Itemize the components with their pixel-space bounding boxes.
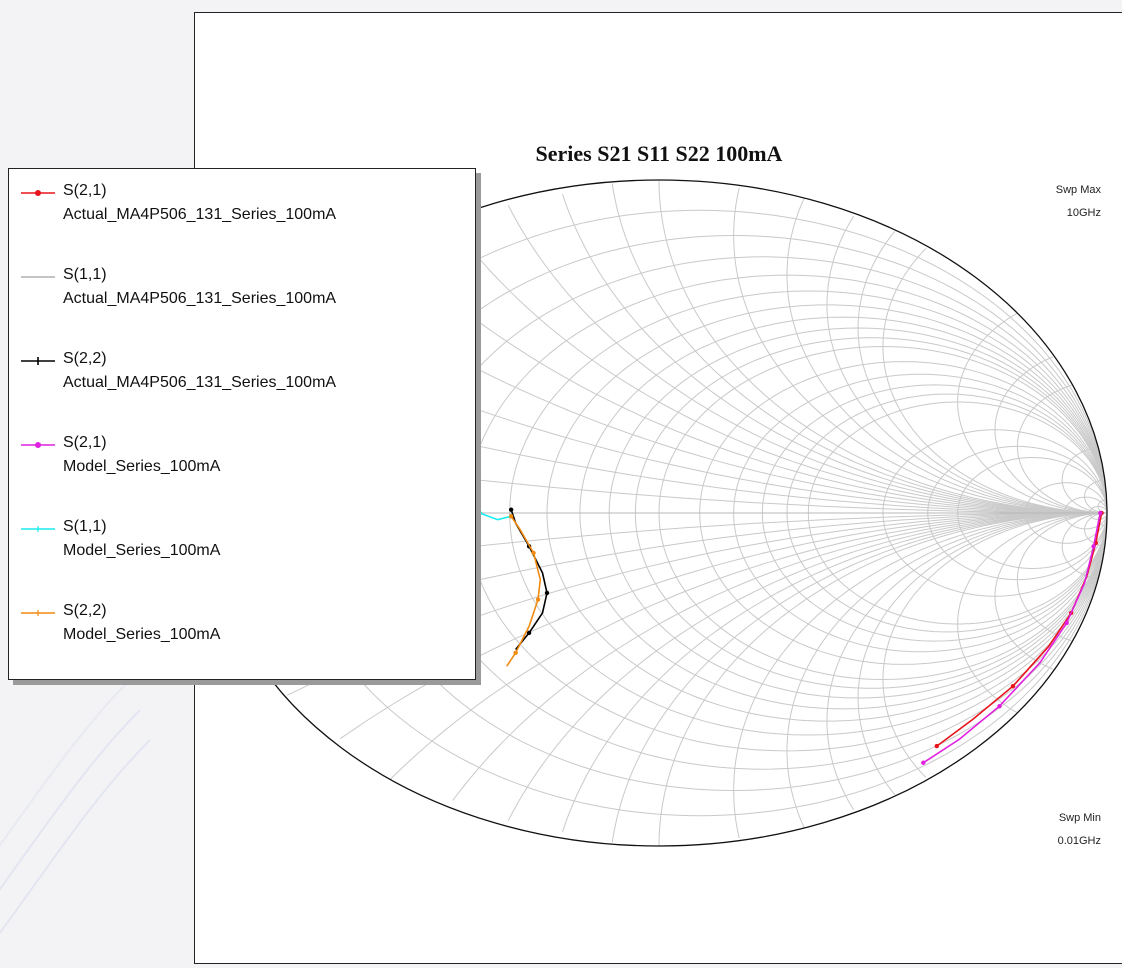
series-point: [1010, 683, 1016, 689]
reactance-arc: [733, 187, 1107, 514]
series-point: [997, 703, 1002, 709]
reactance-arc: [611, 183, 1107, 514]
legend-dataset-name: Actual_MA4P506_131_Series_100mA: [63, 206, 337, 223]
legend-dataset-name: Model_Series_100mA: [63, 542, 221, 559]
sweep-max-value: 10GHz: [1067, 207, 1101, 219]
reactance-arc: [507, 205, 1107, 514]
series-point: [513, 650, 518, 656]
sweep-min-value: 0.01GHz: [1058, 835, 1101, 847]
legend-dataset-name: Actual_MA4P506_131_Series_100mA: [63, 290, 337, 307]
reactance-arc: [507, 512, 1107, 821]
reactance-arc: [857, 230, 1107, 514]
series-point: [921, 760, 926, 765]
legend-entry: S(2,1) Model_Series_100mA: [9, 433, 475, 493]
reactance-arc: [562, 512, 1107, 833]
reactance-arc: [994, 512, 1107, 670]
legend-series-name: S(2,1): [63, 182, 107, 199]
legend-swatch: [21, 442, 55, 448]
sweep-max-label: Swp Max: [1056, 184, 1102, 196]
reactance-arc: [882, 512, 1107, 778]
series-point: [934, 743, 939, 749]
legend-series-name: S(2,2): [63, 350, 107, 367]
reactance-arc: [826, 512, 1107, 810]
legend-dataset-name: Model_Series_100mA: [63, 458, 221, 475]
reactance-arc: [390, 512, 1107, 780]
reactance-arc: [882, 248, 1107, 514]
reactance-arc: [658, 512, 1107, 846]
chart-title: Series S21 S11 S22 100mA: [536, 141, 783, 166]
series-line: [510, 509, 548, 651]
legend-dataset-name: Actual_MA4P506_131_Series_100mA: [63, 374, 337, 391]
background-decoration: [0, 679, 151, 935]
reactance-arc: [452, 512, 1107, 801]
reactance-arc: [1061, 512, 1107, 580]
legend-swatch: [21, 276, 55, 278]
legend-dataset-name: Model_Series_100mA: [63, 626, 221, 643]
legend-swatch: [21, 526, 55, 532]
series-point: [1098, 510, 1103, 516]
reactance-arc: [1084, 479, 1107, 514]
legend-series-name: S(1,1): [63, 518, 107, 535]
series-point: [531, 550, 536, 556]
series-line: [506, 515, 542, 667]
series-point: [508, 507, 514, 512]
reactance-arc: [857, 512, 1107, 796]
smith-chart: Series S21 S11 S22 100mA Swp Max 10GHz S…: [210, 141, 1108, 847]
legend-entry: S(2,2) Actual_MA4P506_131_Series_100mA: [9, 349, 475, 409]
reactance-arc: [786, 197, 1107, 514]
series-point: [1091, 544, 1096, 549]
reactance-arc: [562, 193, 1107, 514]
legend-series-name: S(2,1): [63, 434, 107, 451]
smith-grid: [211, 180, 1107, 846]
series-point: [535, 597, 541, 602]
reactance-arc: [733, 512, 1107, 839]
reactance-arc: [1016, 384, 1107, 514]
series-point: [477, 510, 482, 516]
reactance-arc: [1016, 512, 1107, 642]
series-point: [1064, 620, 1069, 626]
reactance-arc: [994, 356, 1107, 514]
series-point: [526, 630, 532, 636]
reactance-arc: [390, 246, 1107, 514]
reactance-arc: [957, 512, 1107, 714]
legend-entry: S(1,1) Actual_MA4P506_131_Series_100mA: [9, 265, 475, 325]
legend-swatch: [21, 190, 55, 196]
legend-swatch: [21, 357, 55, 365]
legend-entry: S(2,2) Model_Series_100mA: [9, 601, 475, 661]
legend-swatch: [21, 610, 55, 616]
legend-series-name: S(2,2): [63, 602, 107, 619]
reactance-arc: [786, 512, 1107, 829]
reactance-arc: [957, 312, 1107, 514]
reactance-arc: [1061, 446, 1107, 514]
reactance-arc: [611, 512, 1107, 843]
legend: S(2,1) Actual_MA4P506_131_Series_100mA S(1…: [8, 168, 476, 680]
series-point: [544, 590, 550, 596]
sweep-min-label: Swp Min: [1059, 812, 1101, 824]
legend-entry: S(1,1) Model_Series_100mA: [9, 517, 475, 577]
legend-entry: S(2,1) Actual_MA4P506_131_Series_100mA: [9, 181, 475, 241]
reactance-arc: [658, 180, 1107, 514]
reactance-arc: [826, 216, 1107, 514]
series-point: [508, 514, 514, 519]
reactance-arc: [452, 225, 1107, 514]
legend-series-name: S(1,1): [63, 266, 107, 283]
